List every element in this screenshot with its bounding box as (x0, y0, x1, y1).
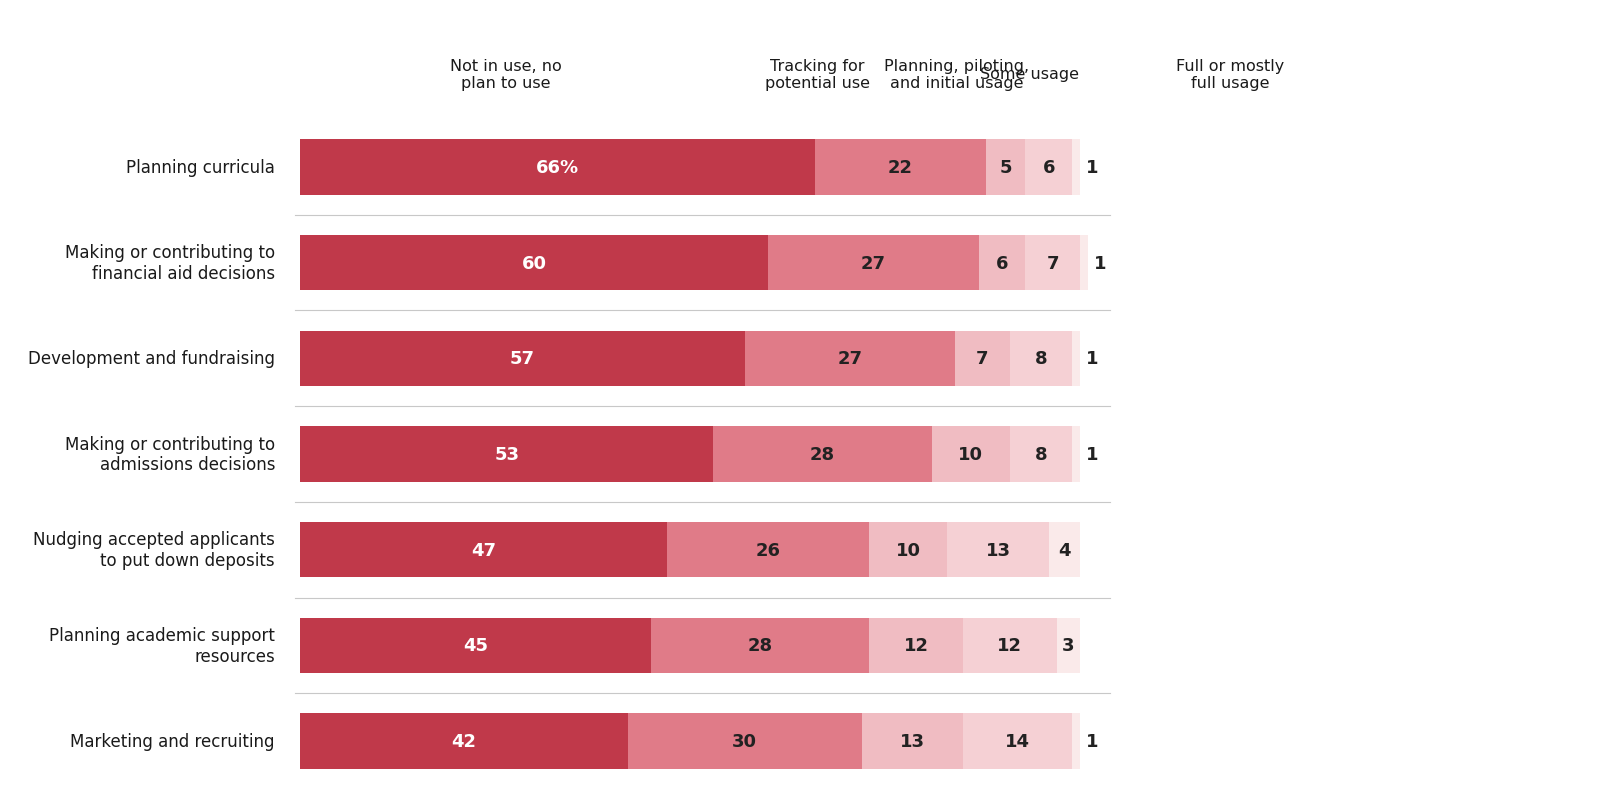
Text: 14: 14 (1005, 732, 1031, 750)
Text: 7: 7 (1047, 254, 1058, 272)
Text: 1: 1 (1086, 159, 1099, 176)
Text: Making or contributing to
admissions decisions: Making or contributing to admissions dec… (65, 435, 274, 474)
Text: 5: 5 (1000, 159, 1013, 176)
Text: Tracking for
potential use: Tracking for potential use (764, 59, 870, 91)
Text: 6: 6 (997, 254, 1008, 272)
Bar (815, 140, 987, 196)
Text: 1: 1 (1094, 254, 1107, 272)
Bar (768, 236, 979, 291)
Text: 4: 4 (1058, 541, 1071, 559)
Text: 10: 10 (958, 445, 984, 464)
Bar (300, 714, 628, 769)
Text: 8: 8 (1035, 350, 1047, 368)
Bar (862, 714, 962, 769)
Text: Planning curricula: Planning curricula (127, 159, 274, 176)
Text: 26: 26 (755, 541, 781, 559)
Text: 10: 10 (896, 541, 920, 559)
Bar (667, 522, 870, 577)
Text: Nudging accepted applicants
to put down deposits: Nudging accepted applicants to put down … (32, 531, 274, 569)
Bar (1073, 140, 1079, 196)
Text: 30: 30 (732, 732, 756, 750)
Bar (870, 522, 948, 577)
Text: 42: 42 (451, 732, 476, 750)
Bar (300, 618, 651, 674)
Text: 27: 27 (860, 254, 886, 272)
Bar (1026, 236, 1079, 291)
Bar (628, 714, 862, 769)
Text: 8: 8 (1035, 445, 1047, 464)
Bar (1073, 331, 1079, 387)
Bar (1079, 236, 1087, 291)
Text: Marketing and recruiting: Marketing and recruiting (70, 732, 274, 750)
Bar (1073, 427, 1079, 482)
Bar (745, 331, 956, 387)
Text: 22: 22 (888, 159, 914, 176)
Bar (1010, 331, 1073, 387)
Text: Development and fundraising: Development and fundraising (28, 350, 274, 368)
Bar (300, 427, 714, 482)
Bar (300, 331, 745, 387)
Bar (300, 140, 815, 196)
Text: 57: 57 (510, 350, 536, 368)
Text: 27: 27 (837, 350, 862, 368)
Bar (962, 714, 1073, 769)
Text: 53: 53 (493, 445, 519, 464)
Bar (870, 618, 962, 674)
Bar (932, 427, 1010, 482)
Text: 47: 47 (471, 541, 495, 559)
Bar (300, 236, 768, 291)
Bar (1073, 714, 1079, 769)
Bar (714, 427, 932, 482)
Text: 28: 28 (810, 445, 836, 464)
Bar (1010, 427, 1073, 482)
Bar (948, 522, 1048, 577)
Bar (962, 618, 1057, 674)
Text: Full or mostly
full usage: Full or mostly full usage (1177, 59, 1284, 91)
Text: 28: 28 (748, 637, 773, 654)
Text: 12: 12 (904, 637, 928, 654)
Text: 13: 13 (899, 732, 925, 750)
Bar (1026, 140, 1073, 196)
Text: Not in use, no
plan to use: Not in use, no plan to use (450, 59, 562, 91)
Text: Planning academic support
resources: Planning academic support resources (49, 626, 274, 665)
Text: 1: 1 (1086, 350, 1099, 368)
Text: 7: 7 (977, 350, 988, 368)
Text: 13: 13 (985, 541, 1011, 559)
Bar (956, 331, 1010, 387)
Text: 6: 6 (1042, 159, 1055, 176)
Text: Some usage: Some usage (980, 67, 1079, 83)
Bar (1048, 522, 1079, 577)
Text: 1: 1 (1086, 732, 1099, 750)
Text: 3: 3 (1061, 637, 1074, 654)
Bar (987, 140, 1026, 196)
Text: 45: 45 (463, 637, 489, 654)
Bar (300, 522, 667, 577)
Bar (979, 236, 1026, 291)
Text: 1: 1 (1086, 445, 1099, 464)
Bar (1057, 618, 1079, 674)
Bar (651, 618, 870, 674)
Text: 60: 60 (521, 254, 547, 272)
Text: Planning, piloting,
and initial usage: Planning, piloting, and initial usage (885, 59, 1029, 91)
Text: Making or contributing to
financial aid decisions: Making or contributing to financial aid … (65, 244, 274, 282)
Text: 12: 12 (997, 637, 1022, 654)
Text: 66%: 66% (536, 159, 579, 176)
